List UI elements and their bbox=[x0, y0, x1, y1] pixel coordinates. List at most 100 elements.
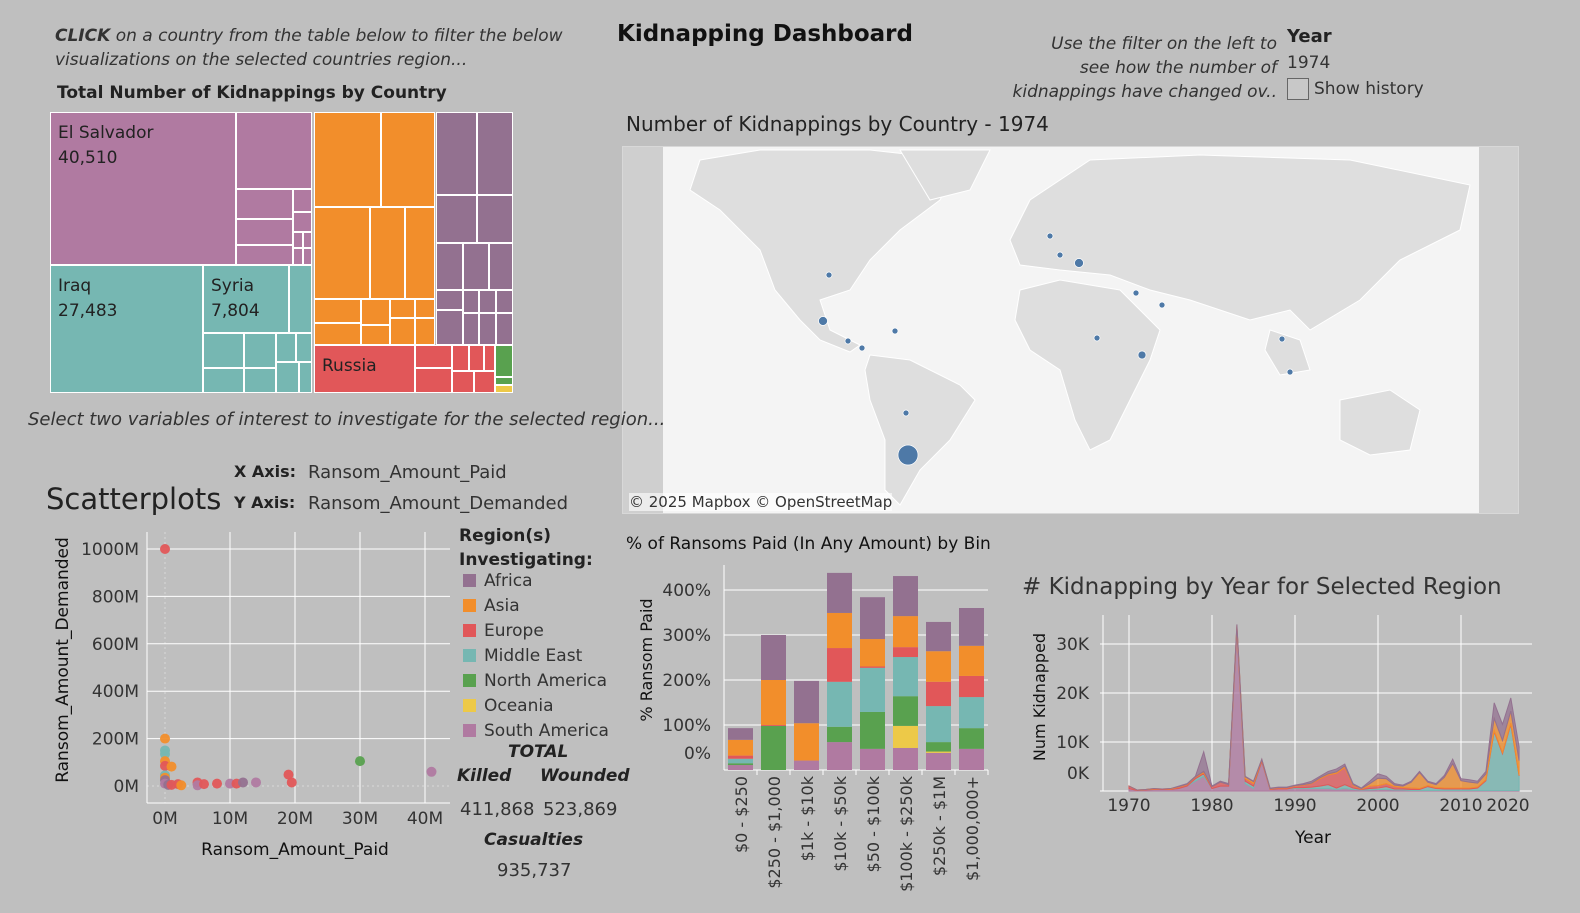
bar-segment[interactable] bbox=[728, 758, 753, 764]
treemap-cell[interactable] bbox=[495, 345, 513, 377]
treemap-cell[interactable] bbox=[479, 290, 496, 313]
treemap-cell[interactable] bbox=[489, 243, 513, 290]
bar-segment[interactable] bbox=[926, 742, 951, 752]
treemap-cell[interactable] bbox=[314, 207, 370, 299]
bar-segment[interactable] bbox=[926, 752, 951, 770]
legend-item[interactable]: Europe bbox=[463, 621, 544, 641]
treemap-cell[interactable] bbox=[405, 207, 435, 299]
scatter-point[interactable] bbox=[238, 777, 248, 788]
treemap-cell[interactable] bbox=[303, 248, 312, 265]
treemap-cell[interactable] bbox=[390, 318, 415, 345]
map-country-dot[interactable] bbox=[1056, 251, 1064, 259]
legend-item[interactable]: North America bbox=[463, 671, 607, 691]
map-country-dot[interactable] bbox=[1286, 368, 1294, 376]
treemap-cell[interactable] bbox=[463, 290, 479, 313]
bar-segment[interactable] bbox=[827, 612, 852, 649]
treemap-cell[interactable] bbox=[299, 362, 312, 393]
legend-item[interactable]: South America bbox=[463, 721, 609, 741]
treemap-cell[interactable]: Iraq 27,483 bbox=[50, 265, 203, 393]
treemap-cell[interactable] bbox=[276, 333, 296, 362]
legend-item[interactable]: Middle East bbox=[463, 646, 582, 666]
scatter-point[interactable] bbox=[166, 761, 177, 772]
bar-segment[interactable] bbox=[926, 621, 951, 652]
bar-segment[interactable] bbox=[860, 748, 885, 770]
treemap-cell[interactable] bbox=[293, 248, 303, 265]
bar-segment[interactable] bbox=[794, 680, 819, 724]
treemap-cell[interactable] bbox=[496, 313, 513, 345]
map-country-dot[interactable] bbox=[1137, 350, 1147, 360]
treemap-cell[interactable] bbox=[296, 333, 312, 362]
treemap-cell[interactable] bbox=[452, 345, 469, 371]
bar-segment[interactable] bbox=[728, 728, 753, 740]
treemap-cell[interactable] bbox=[477, 195, 513, 243]
treemap-cell[interactable] bbox=[361, 299, 390, 325]
treemap-cell[interactable] bbox=[436, 310, 463, 345]
bar-segment[interactable] bbox=[893, 576, 918, 617]
bar-segment[interactable] bbox=[860, 667, 885, 712]
bar-segment[interactable] bbox=[860, 639, 885, 667]
treemap-cell[interactable] bbox=[289, 265, 312, 333]
bar-segment[interactable] bbox=[860, 666, 885, 668]
treemap-cell[interactable] bbox=[495, 385, 513, 393]
treemap-cell[interactable]: El Salvador 40,510 bbox=[50, 112, 236, 265]
bar-segment[interactable] bbox=[926, 706, 951, 743]
scatter-point[interactable] bbox=[176, 780, 187, 791]
treemap-cell[interactable]: Syria 7,804 bbox=[203, 265, 289, 333]
bar-segment[interactable] bbox=[959, 645, 984, 676]
treemap-cell[interactable] bbox=[436, 195, 477, 243]
map-country-dot[interactable] bbox=[1158, 301, 1166, 309]
treemap-cell[interactable] bbox=[415, 318, 435, 345]
bar-segment[interactable] bbox=[959, 728, 984, 749]
legend-item[interactable]: Asia bbox=[463, 596, 520, 616]
scatter-point[interactable] bbox=[286, 777, 297, 788]
map-country-dot[interactable] bbox=[1132, 289, 1140, 297]
bar-segment[interactable] bbox=[728, 755, 753, 759]
treemap-cell[interactable] bbox=[203, 333, 244, 368]
treemap-cell[interactable] bbox=[436, 290, 463, 310]
treemap-cell[interactable] bbox=[236, 219, 293, 245]
y-axis-select[interactable]: Ransom_Amount_Demanded bbox=[308, 493, 569, 514]
treemap-cell[interactable] bbox=[452, 371, 474, 393]
treemap-cell[interactable] bbox=[463, 313, 479, 345]
area-series[interactable] bbox=[1128, 624, 1520, 791]
treemap-cell[interactable] bbox=[415, 368, 452, 393]
treemap-cell[interactable] bbox=[469, 345, 484, 371]
scatter-point[interactable] bbox=[212, 778, 222, 789]
bar-segment[interactable] bbox=[893, 725, 918, 748]
bar-segment[interactable] bbox=[860, 597, 885, 640]
bar-segment[interactable] bbox=[827, 572, 852, 613]
map-country-dot[interactable] bbox=[1074, 258, 1084, 268]
treemap-cell[interactable] bbox=[381, 112, 435, 207]
bar-segment[interactable] bbox=[893, 616, 918, 648]
bar-segment[interactable] bbox=[893, 657, 918, 697]
bar-segment[interactable] bbox=[959, 748, 984, 770]
bar-segment[interactable] bbox=[959, 697, 984, 729]
treemap-cell[interactable] bbox=[236, 245, 293, 265]
bar-segment[interactable] bbox=[860, 711, 885, 749]
treemap-cell[interactable] bbox=[436, 112, 477, 195]
treemap-cell[interactable] bbox=[484, 345, 495, 371]
treemap-cell[interactable] bbox=[370, 207, 405, 299]
legend-item[interactable]: Africa bbox=[463, 571, 533, 591]
bar-segment[interactable] bbox=[761, 725, 786, 770]
treemap-cell[interactable] bbox=[293, 212, 312, 232]
map-country-dot[interactable] bbox=[902, 409, 910, 417]
treemap-cell[interactable] bbox=[415, 299, 435, 318]
bar-segment[interactable] bbox=[827, 742, 852, 770]
treemap-cell[interactable] bbox=[244, 368, 276, 393]
year-filter-value[interactable]: 1974 bbox=[1287, 53, 1331, 73]
map-country-dot[interactable] bbox=[844, 337, 852, 345]
treemap-cell[interactable] bbox=[361, 325, 390, 345]
bar-segment[interactable] bbox=[827, 726, 852, 743]
treemap-cell[interactable] bbox=[495, 377, 513, 385]
bar-segment[interactable] bbox=[827, 681, 852, 727]
map-country-dot[interactable] bbox=[858, 344, 866, 352]
map-country-dot[interactable] bbox=[1278, 335, 1286, 343]
treemap-cell[interactable] bbox=[314, 112, 381, 207]
show-history-checkbox[interactable] bbox=[1287, 78, 1309, 100]
scatter-point[interactable] bbox=[251, 777, 261, 788]
treemap-cell[interactable] bbox=[436, 243, 463, 290]
bar-segment[interactable] bbox=[959, 675, 984, 698]
bar-segment[interactable] bbox=[728, 765, 753, 770]
bar-segment[interactable] bbox=[959, 608, 984, 646]
